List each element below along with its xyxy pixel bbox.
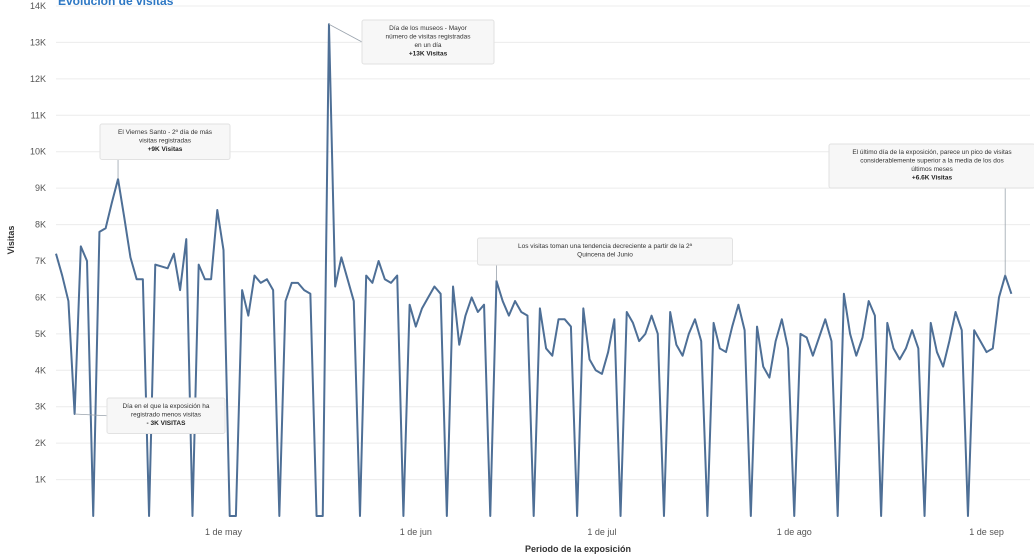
annotation-callout: Día en el que la exposición ha registrado… [74,397,226,434]
annotation-box [99,123,231,160]
annotation-box [828,143,1034,189]
annotation-leader [74,413,108,417]
annotation-text: últimos meses [911,166,953,173]
annotation-callout: Día de los museos - Mayor número de visit… [328,19,495,65]
annotation-callout: El último día de la exposición, parece u… [828,143,1034,276]
annotation-text: Quincena del Junio [577,252,633,259]
chart-title: Evolución de visitas [58,0,174,8]
y-axis-title: Visitas [6,226,16,255]
annotation-text: registrado menos visitas [131,412,202,419]
annotation-text: número de visitas registradas [386,34,472,41]
y-tick-label: 8K [35,220,46,230]
x-tick-label: 1 de may [205,527,243,537]
annotation-text: visitas registradas [139,138,192,145]
annotation-value: +6.6K Visitas [912,175,953,182]
y-tick-label: 14K [30,1,46,11]
x-tick-label: 1 de sep [969,527,1004,537]
annotation-value: +9K Visitas [148,146,183,153]
x-tick-label: 1 de jul [587,527,616,537]
annotation-box [106,397,226,434]
y-tick-label: 6K [35,292,46,302]
x-axis-title: Periodo de la exposición [525,544,631,554]
y-axis-ticks: 1K 2K 3K 4K 5K 6K 7K 8K 9K 10K 11K 12K 13K 14K [30,1,46,485]
annotation-text: El último día de la exposición, parece u… [852,149,1012,156]
y-tick-label: 1K [35,475,46,485]
y-tick-label: 11K [31,110,46,120]
y-tick-label: 13K [30,37,46,47]
annotation-text: en un día [414,42,441,49]
y-tick-label: 9K [35,183,46,193]
x-axis-ticks: 1 de may 1 de jun 1 de jul 1 de ago 1 de sep [205,527,1004,537]
annotation-text: Día en el que la exposición ha [122,403,209,410]
annotation-text: El Viernes Santo - 2º día de más [118,129,213,136]
y-tick-label: 5K [35,329,46,339]
annotation-box [477,237,733,266]
annotation-text: Día de los museos - Mayor [389,25,468,32]
x-tick-label: 1 de ago [777,527,812,537]
x-tick-label: 1 de jun [400,527,432,537]
annotations: Día de los museos - Mayor número de visit… [74,19,1034,434]
series-line [55,23,1013,517]
y-tick-label: 3K [35,402,46,412]
y-tick-label: 4K [35,365,46,375]
y-tick-label: 10K [30,147,46,157]
y-tick-label: 7K [35,256,46,266]
annotation-box [361,19,495,65]
annotation-text: Los visitas toman una tendencia decrecie… [518,243,693,250]
y-tick-label: 2K [35,438,46,448]
annotation-leader [328,23,363,43]
annotation-callout: Los visitas toman una tendencia decrecie… [477,237,733,282]
annotation-value: +13K Visitas [409,51,448,58]
annotation-value: - 3K VISITAS [147,420,187,427]
series-line-group [55,23,1013,517]
annotation-text: considerablemente superior a la media de… [860,158,1004,165]
y-tick-label: 12K [30,74,46,84]
annotation-callout: El Viernes Santo - 2º día de más visitas … [99,123,231,180]
